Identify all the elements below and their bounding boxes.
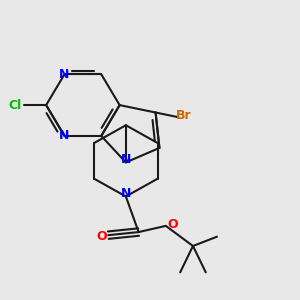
Text: N: N	[59, 68, 70, 81]
Text: O: O	[167, 218, 178, 231]
Text: N: N	[59, 129, 70, 142]
Text: N: N	[121, 188, 131, 200]
Text: Br: Br	[176, 109, 191, 122]
Text: Cl: Cl	[8, 99, 21, 112]
Text: O: O	[96, 230, 106, 243]
Text: N: N	[121, 153, 131, 167]
